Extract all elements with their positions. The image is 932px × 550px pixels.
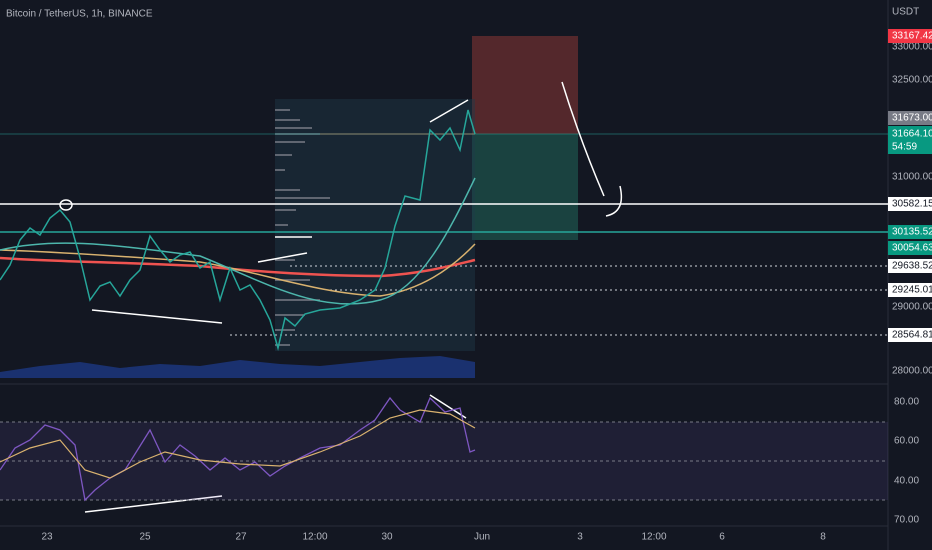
- volume-area: [0, 356, 475, 378]
- rsi-label: 60.00: [894, 436, 919, 447]
- price-tag: 29638.52: [892, 261, 932, 272]
- moving-average: [0, 243, 476, 297]
- price-tag: 30054.63: [892, 243, 932, 254]
- price-label: 29000.00: [892, 302, 932, 313]
- price-tag: 31673.00: [892, 113, 932, 124]
- tag-bg: [888, 241, 932, 255]
- volume-profile-box: [275, 99, 475, 351]
- rsi-average: [0, 409, 476, 479]
- countdown: 54:59: [892, 142, 917, 153]
- tag-bg: [888, 126, 932, 154]
- price-tag: 29245.01: [892, 285, 932, 296]
- drawings: [59, 81, 623, 513]
- price-tag: 33167.42: [892, 31, 932, 42]
- price-label: 32500.00: [892, 75, 932, 86]
- short-target-zone: [472, 134, 578, 240]
- tag-bg: [888, 111, 932, 125]
- price-tag: 30582.15: [892, 199, 932, 210]
- time-label: 12:00: [302, 532, 327, 543]
- price-tag: 30135.52: [892, 227, 932, 238]
- rsi-label: 70.00: [894, 515, 919, 526]
- price-label: 33000.00: [892, 42, 932, 53]
- tag-bg: [888, 225, 932, 239]
- moving-average: [0, 256, 476, 278]
- tag-bg: [888, 328, 932, 342]
- tag-bg: [888, 259, 932, 273]
- price-tags: 33167.42 31673.00 31664.10 54:59 30582.1…: [888, 29, 932, 342]
- currency-label: USDT: [892, 7, 919, 18]
- price-tag: 28564.81: [892, 330, 932, 341]
- price-label: 31000.00: [892, 172, 932, 183]
- time-label: 12:00: [641, 532, 666, 543]
- rsi-line: [0, 396, 476, 502]
- time-label: 23: [41, 532, 53, 543]
- time-label: 25: [139, 532, 151, 543]
- time-axis: 23 25 27 12:00 30 Jun 3 12:00 6 8: [41, 532, 826, 543]
- short-risk-zone: [472, 36, 578, 134]
- time-label: 27: [235, 532, 247, 543]
- chart-title: Bitcoin / TetherUS, 1h, BINANCE: [6, 9, 153, 20]
- tag-bg: [888, 197, 932, 211]
- time-label: 8: [820, 532, 826, 543]
- time-label: 3: [577, 532, 583, 543]
- time-label: 6: [719, 532, 725, 543]
- tag-bg: [888, 283, 932, 297]
- time-label: 30: [381, 532, 393, 543]
- tag-bg: [888, 29, 932, 43]
- price-tag: 31664.10: [892, 129, 932, 140]
- price-label: 28000.00: [892, 366, 932, 377]
- price-line: [0, 109, 476, 351]
- moving-average: [0, 177, 476, 305]
- rsi-label: 40.00: [894, 476, 919, 487]
- time-label: Jun: [474, 532, 490, 543]
- rsi-label: 80.00: [894, 397, 919, 408]
